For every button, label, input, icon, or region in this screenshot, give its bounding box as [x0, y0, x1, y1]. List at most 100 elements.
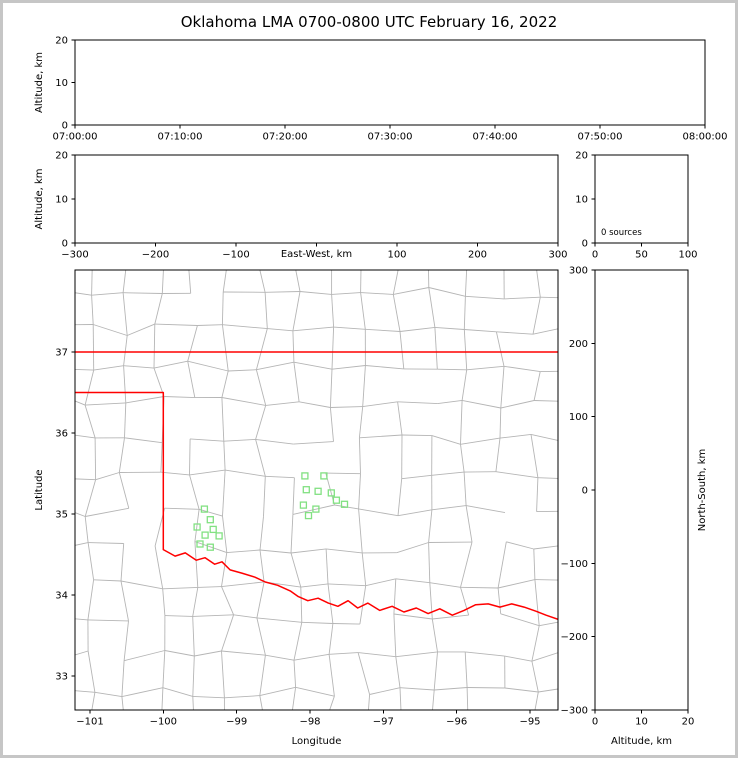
county-line [506, 541, 534, 550]
county-line [327, 583, 366, 587]
county-line [163, 396, 195, 399]
county-line [221, 370, 229, 398]
county-line [187, 360, 229, 372]
county-line [75, 690, 95, 693]
tick-label: −99 [226, 717, 247, 728]
county-line [531, 661, 539, 693]
county-line [192, 616, 195, 657]
county-line [222, 270, 227, 293]
tick-label: −100 [150, 717, 177, 728]
panel-frame [74, 39, 706, 126]
county-line [463, 472, 467, 506]
county-line [331, 294, 335, 328]
county-line [534, 579, 540, 626]
county-line [504, 687, 539, 693]
county-line [127, 323, 155, 336]
county-line [256, 617, 302, 623]
county-line [91, 295, 94, 325]
tick-label: −100 [222, 250, 249, 261]
tick-label: −200 [142, 250, 169, 261]
figure-title: Oklahoma LMA 0700-0800 UTC February 16, … [181, 13, 558, 31]
county-line [495, 471, 538, 479]
county-line [328, 623, 334, 655]
county-line [198, 508, 223, 517]
county-line [58, 434, 63, 479]
tick-label: −96 [446, 717, 467, 728]
county-line [121, 696, 124, 710]
tick-label: 07:20:00 [263, 132, 308, 143]
county-line [462, 399, 501, 409]
county-line [194, 509, 200, 542]
county-line [434, 687, 468, 691]
county-line [162, 650, 166, 688]
altitude-histogram-panel: 0 50 100 0 10 20 [575, 151, 697, 261]
panel-frame [74, 154, 559, 244]
county-line [465, 295, 505, 300]
county-line [154, 545, 164, 589]
county-line [118, 437, 125, 473]
ew-height-panel: −300 −200 −100 100 200 300 0 10 20 [55, 151, 567, 261]
county-line [466, 365, 505, 371]
county-line [299, 291, 332, 295]
county-line [300, 583, 329, 588]
station-marker [206, 516, 214, 524]
county-line [197, 586, 222, 588]
tick-label: 20 [682, 717, 695, 728]
county-line [75, 400, 86, 406]
county-line [221, 291, 224, 325]
tick-label: −97 [373, 717, 394, 728]
county-line [428, 254, 467, 260]
county-line [187, 325, 198, 362]
county-line [365, 328, 401, 332]
county-line [194, 541, 227, 554]
tick-label: 10 [635, 717, 648, 728]
county-line [91, 292, 124, 296]
county-line [460, 400, 463, 445]
county-line [365, 578, 396, 587]
tick-label: 20 [55, 151, 68, 162]
county-line [259, 695, 263, 710]
county-line [460, 586, 499, 589]
county-line [120, 580, 163, 590]
tick-label: 07:10:00 [158, 132, 203, 143]
county-line [358, 652, 396, 658]
county-line [160, 471, 190, 476]
county-line [84, 479, 97, 517]
county-line [124, 437, 163, 444]
county-line [192, 696, 194, 710]
county-line [292, 291, 301, 331]
county-line [392, 270, 399, 295]
county-line [162, 586, 198, 590]
county-line [565, 442, 567, 479]
county-line [153, 360, 188, 369]
county-line [60, 731, 88, 733]
county-line [292, 504, 335, 515]
county-line [161, 687, 164, 710]
ns-height-xlabel: Altitude, km [611, 736, 672, 747]
tick-label: 100 [678, 250, 697, 261]
county-line [164, 615, 193, 617]
county-line [432, 689, 435, 710]
county-line [123, 292, 163, 294]
station-marker [196, 540, 204, 548]
county-line [358, 473, 361, 509]
county-line [58, 689, 61, 733]
station-marker [193, 523, 201, 531]
county-line [222, 470, 226, 517]
county-line [360, 292, 366, 330]
county-line [192, 655, 195, 697]
county-line [233, 614, 257, 619]
county-line [464, 329, 497, 333]
county-line [534, 400, 558, 402]
county-line [329, 696, 335, 710]
time-height-ylabel: Altitude, km [34, 52, 45, 113]
tick-label: −95 [519, 717, 540, 728]
county-line [121, 687, 163, 698]
county-line [357, 652, 371, 695]
county-line [222, 324, 268, 330]
county-line [500, 400, 535, 409]
county-line [358, 437, 361, 474]
tick-label: 20 [575, 151, 588, 162]
tick-label: 50 [635, 250, 648, 261]
county-line [256, 361, 294, 371]
